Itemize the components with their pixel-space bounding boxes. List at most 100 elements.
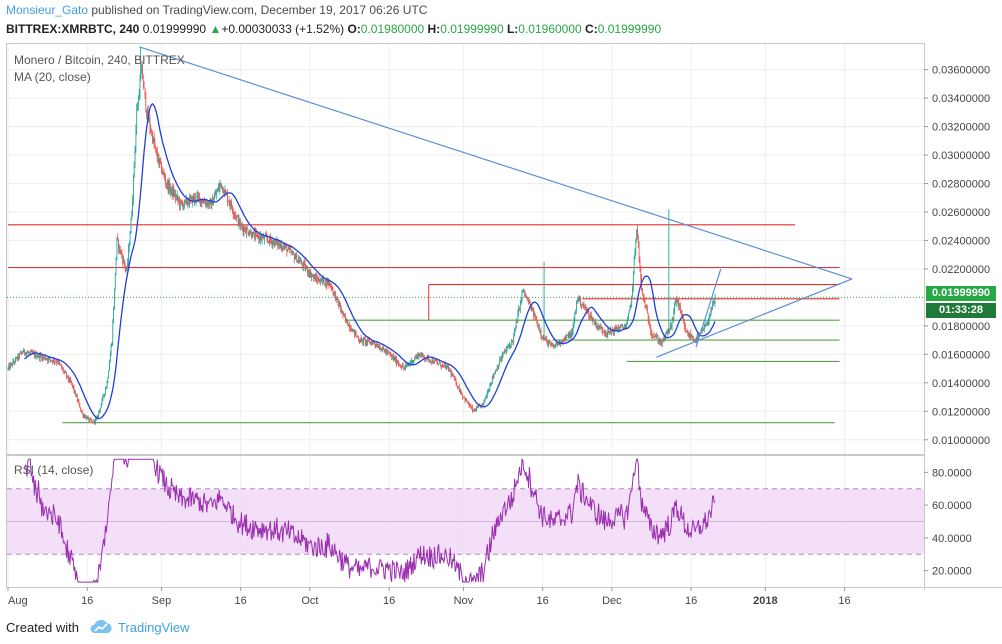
candle-body bbox=[148, 120, 150, 121]
candle-body bbox=[524, 293, 526, 297]
candle-body bbox=[133, 175, 134, 200]
candle-body bbox=[524, 289, 525, 294]
candle-body bbox=[671, 318, 673, 328]
candle-body bbox=[503, 351, 505, 354]
rsi-tick-label: 60.0000 bbox=[932, 500, 972, 512]
rsi-pane-title[interactable]: RSI (14, close) bbox=[14, 463, 94, 477]
candle-body bbox=[364, 339, 366, 344]
candle-body bbox=[305, 268, 307, 269]
candle-body bbox=[373, 342, 375, 344]
candle-body bbox=[382, 346, 383, 350]
candle-body bbox=[152, 132, 153, 142]
candle-body bbox=[489, 385, 491, 390]
candle-body bbox=[189, 197, 190, 205]
candle-body bbox=[67, 375, 68, 377]
candle-body bbox=[16, 357, 18, 360]
candle-body bbox=[393, 357, 395, 360]
candle-body bbox=[642, 288, 643, 294]
rsi-tick-label: 20.0000 bbox=[932, 566, 972, 578]
candle-body bbox=[540, 330, 542, 336]
candle-body bbox=[85, 416, 86, 418]
candle-body bbox=[360, 338, 362, 343]
candle-body bbox=[373, 342, 374, 343]
candle-body bbox=[348, 324, 350, 327]
candle-body bbox=[688, 334, 689, 337]
tradingview-cloud-icon bbox=[90, 619, 112, 633]
candle-body bbox=[284, 245, 286, 248]
candle-body bbox=[510, 340, 512, 347]
candle-body bbox=[115, 257, 117, 275]
candle-body bbox=[156, 148, 157, 153]
candle-body bbox=[636, 229, 637, 240]
candle-body bbox=[589, 316, 590, 318]
candle-body bbox=[154, 143, 156, 147]
candle-body bbox=[362, 338, 364, 343]
candle-body bbox=[625, 326, 627, 328]
candle-body bbox=[333, 292, 335, 294]
candle-body bbox=[431, 359, 433, 363]
candle-body bbox=[460, 390, 462, 394]
candle-body bbox=[182, 203, 184, 208]
candle-body bbox=[350, 328, 351, 330]
candle-body bbox=[633, 258, 635, 272]
candle-body bbox=[598, 325, 600, 328]
candle-body bbox=[595, 322, 596, 324]
candle-body bbox=[159, 158, 161, 163]
candle-body bbox=[225, 190, 227, 193]
candle-body bbox=[329, 281, 331, 285]
candle-body bbox=[466, 399, 468, 403]
candle-body bbox=[573, 320, 575, 326]
trendline bbox=[138, 46, 853, 280]
price-tick-label: 0.02600000 bbox=[932, 207, 990, 219]
candle-body bbox=[567, 335, 568, 337]
candle-body bbox=[449, 369, 450, 371]
author-link[interactable]: Monsieur_Gato bbox=[6, 3, 89, 17]
candle-body bbox=[324, 284, 326, 286]
candle-body bbox=[418, 353, 420, 358]
candle-body bbox=[592, 319, 594, 322]
candle-body bbox=[599, 325, 600, 330]
candle-body bbox=[677, 301, 679, 303]
candle-body bbox=[416, 354, 418, 357]
candle-body bbox=[548, 341, 550, 343]
candle-body bbox=[644, 300, 646, 308]
candle-body bbox=[383, 346, 384, 349]
time-tick-label: 16 bbox=[81, 595, 93, 607]
candle-body bbox=[264, 236, 265, 240]
candle-body bbox=[92, 421, 94, 423]
candle-body bbox=[515, 321, 517, 328]
ma-indicator-label[interactable]: MA (20, close) bbox=[14, 70, 91, 84]
candle-body bbox=[601, 327, 603, 331]
candle-body bbox=[490, 384, 491, 386]
candle-body bbox=[298, 259, 299, 261]
candle-body bbox=[613, 331, 614, 333]
price-axis: 0.03600000 0.03400000 0.03200000 0.03000000… bbox=[924, 65, 990, 447]
candle-body bbox=[657, 337, 659, 342]
candle-body bbox=[175, 196, 177, 198]
price-tick-label: 0.03600000 bbox=[932, 65, 990, 77]
candle-body bbox=[44, 356, 46, 360]
candle-body bbox=[274, 241, 275, 246]
candle-body bbox=[375, 344, 377, 346]
main-pane-frame bbox=[6, 43, 925, 455]
candle-body bbox=[435, 360, 436, 361]
candle-body bbox=[690, 337, 692, 338]
candle-body bbox=[312, 275, 313, 277]
candle-body bbox=[62, 368, 64, 372]
candle-body bbox=[255, 232, 256, 238]
candle-body bbox=[295, 254, 297, 258]
candle-body bbox=[547, 339, 548, 345]
candle-body bbox=[433, 362, 435, 364]
price-tick-label: 0.01800000 bbox=[932, 321, 990, 333]
candle-body bbox=[242, 227, 244, 232]
candle-body bbox=[47, 358, 48, 361]
candle-body bbox=[580, 297, 581, 305]
trendlines bbox=[138, 46, 853, 358]
candle-body bbox=[87, 417, 89, 419]
candle-body bbox=[251, 231, 252, 237]
candle-body bbox=[567, 333, 569, 336]
candle-body bbox=[117, 237, 119, 240]
tradingview-brand-link[interactable]: TradingView bbox=[118, 620, 190, 635]
candle-body bbox=[43, 356, 45, 358]
candle-body bbox=[410, 362, 411, 364]
